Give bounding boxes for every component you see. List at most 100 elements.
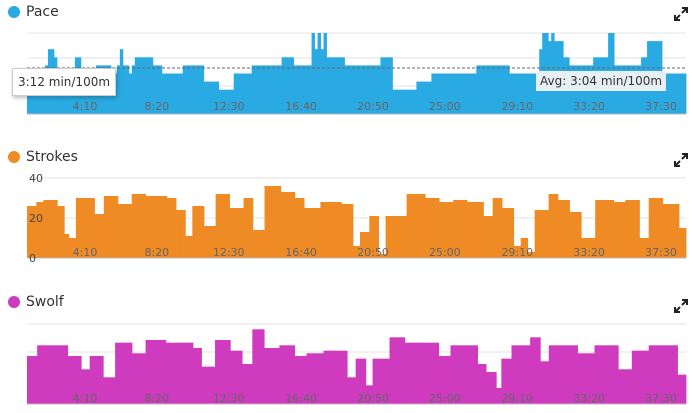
swolf-bar — [247, 364, 250, 404]
strokes-bar — [236, 208, 240, 258]
strokes-bar — [620, 202, 624, 258]
strokes-bar — [557, 200, 561, 258]
swolf-bar — [254, 329, 257, 404]
strokes-bar — [413, 194, 417, 258]
strokes-bar — [164, 196, 168, 258]
strokes-bar — [355, 246, 359, 258]
x-tick-label: 20:50 — [357, 392, 389, 405]
expand-arrows-icon[interactable] — [673, 6, 689, 22]
swolf-bar — [157, 340, 160, 404]
swolf-bar — [501, 358, 504, 404]
swolf-bar — [472, 345, 475, 404]
swolf-bar — [331, 350, 335, 404]
swolf-bar — [125, 342, 128, 404]
strokes-bar — [231, 208, 235, 258]
swolf-bar — [145, 340, 148, 404]
strokes-bar — [492, 198, 496, 258]
pace-bar — [170, 73, 175, 114]
swolf-bar — [416, 342, 419, 404]
pace-bar — [401, 89, 405, 114]
strokes-bar — [653, 198, 657, 258]
swolf-bar — [574, 345, 577, 404]
swolf-bar — [579, 353, 582, 404]
swolf-bar — [564, 345, 567, 404]
strokes-bar — [497, 198, 501, 258]
swolf-bar — [662, 345, 665, 404]
strokes-bar — [224, 194, 228, 258]
expand-arrows-icon[interactable] — [673, 298, 689, 314]
strokes-bar — [578, 212, 582, 258]
strokes-bar — [215, 194, 219, 258]
strokes-bar — [448, 202, 452, 258]
swolf-bar — [401, 337, 404, 404]
swolf-bar — [135, 353, 138, 404]
strokes-bar — [539, 210, 543, 258]
strokes-bar — [269, 186, 272, 258]
swolf-bar — [230, 350, 233, 404]
strokes-bar — [99, 214, 102, 258]
strokes-bar — [630, 200, 633, 258]
strokes-bar — [457, 200, 461, 258]
strokes-bar — [117, 204, 121, 258]
swolf-bar — [169, 342, 172, 404]
swolf-bar — [596, 345, 599, 404]
pace-bar — [134, 57, 139, 114]
swolf-bar — [457, 345, 460, 404]
pace-bar — [164, 73, 169, 114]
strokes-bar — [301, 198, 305, 258]
strokes-bar — [78, 198, 81, 258]
pace-bar — [203, 81, 208, 114]
strokes-bar — [108, 196, 112, 258]
pace-bar — [431, 73, 435, 114]
pace-bar — [41, 81, 46, 114]
strokes-bar — [343, 204, 347, 258]
swolf-bar — [494, 372, 497, 404]
pace-bar — [206, 81, 211, 114]
swolf-bar — [482, 364, 485, 404]
swolf-bar — [231, 350, 235, 404]
strokes-bar — [676, 204, 680, 258]
swolf-bar — [592, 353, 595, 404]
strokes-bar — [658, 198, 661, 258]
swolf-bar — [528, 345, 531, 404]
strokes-bar — [536, 210, 540, 258]
strokes-bar — [567, 200, 570, 258]
swolf-bar — [382, 358, 385, 404]
pace-bar — [35, 81, 40, 114]
swolf-bar — [360, 358, 363, 404]
swolf-bar — [279, 345, 282, 404]
strokes-bar — [576, 212, 580, 258]
strokes-bar — [234, 208, 237, 258]
pace-bar — [215, 81, 220, 114]
swolf-bar — [174, 342, 177, 404]
swolf-bar — [126, 342, 130, 404]
pace-bar — [434, 73, 438, 114]
x-tick-label: 25:00 — [429, 392, 461, 405]
swolf-bar — [614, 345, 617, 404]
pace-bar — [311, 33, 315, 114]
swolf-bar — [98, 356, 101, 404]
swolf-bar — [369, 385, 372, 404]
swolf-bar — [609, 345, 612, 404]
swolf-bar — [553, 345, 556, 404]
strokes-bar — [350, 204, 354, 258]
pace-bar — [239, 73, 244, 114]
strokes-bar — [606, 200, 610, 258]
swolf-bar — [182, 342, 185, 404]
swolf-bar — [653, 345, 656, 404]
strokes-bar — [602, 200, 605, 258]
x-tick-label: 12:30 — [213, 392, 245, 405]
pace-bar — [281, 57, 286, 114]
swolf-bar — [648, 345, 651, 404]
strokes-bar — [420, 194, 424, 258]
swolf-bar — [96, 356, 99, 404]
strokes-bar — [217, 194, 221, 258]
x-tick-label: 33:20 — [573, 100, 605, 113]
pace-bar — [527, 73, 531, 114]
strokes-bar — [127, 204, 130, 258]
swolf-bar — [64, 345, 67, 404]
pace-bar — [248, 73, 253, 114]
strokes-bar — [162, 196, 165, 258]
pace-bar — [221, 89, 226, 114]
expand-arrows-icon[interactable] — [673, 152, 689, 168]
